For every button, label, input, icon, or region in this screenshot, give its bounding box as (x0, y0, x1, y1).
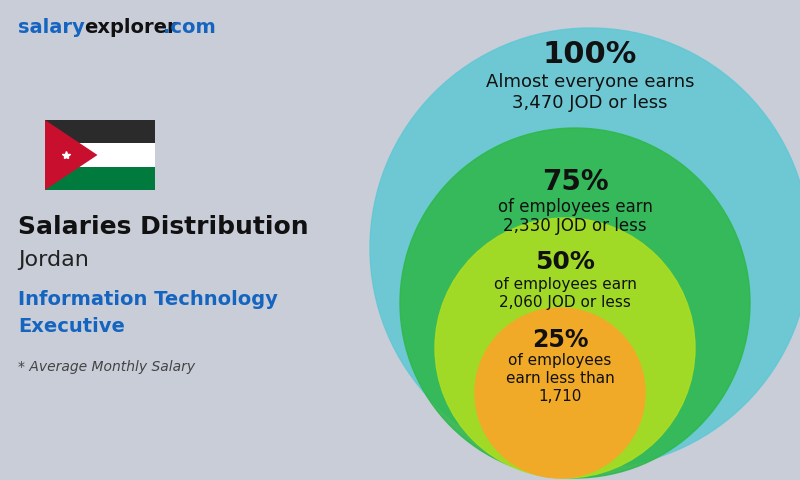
Text: Information Technology
Executive: Information Technology Executive (18, 290, 278, 336)
Text: of employees earn: of employees earn (494, 277, 637, 292)
Text: .com: .com (163, 18, 216, 37)
Text: Salaries Distribution: Salaries Distribution (18, 215, 309, 239)
Text: of employees: of employees (508, 353, 612, 369)
Text: 2,330 JOD or less: 2,330 JOD or less (503, 217, 647, 235)
Text: * Average Monthly Salary: * Average Monthly Salary (18, 360, 195, 374)
Bar (45, 120, 155, 144)
Text: 25%: 25% (532, 328, 588, 352)
Text: 2,060 JOD or less: 2,060 JOD or less (499, 295, 631, 310)
Text: of employees earn: of employees earn (498, 198, 653, 216)
Text: 75%: 75% (542, 168, 608, 196)
Text: Jordan: Jordan (18, 250, 89, 270)
Bar (45, 144, 155, 167)
Bar (45, 167, 155, 190)
Text: Almost everyone earns: Almost everyone earns (486, 73, 694, 91)
Text: 3,470 JOD or less: 3,470 JOD or less (512, 94, 668, 112)
Text: 1,710: 1,710 (538, 389, 582, 404)
Text: salary: salary (18, 18, 85, 37)
Text: 100%: 100% (543, 40, 637, 69)
Circle shape (475, 308, 645, 478)
Text: explorer: explorer (84, 18, 177, 37)
Text: earn less than: earn less than (506, 371, 614, 386)
Circle shape (370, 28, 800, 468)
Circle shape (435, 218, 695, 478)
Polygon shape (45, 120, 98, 190)
Text: 50%: 50% (535, 250, 595, 274)
Circle shape (400, 128, 750, 478)
